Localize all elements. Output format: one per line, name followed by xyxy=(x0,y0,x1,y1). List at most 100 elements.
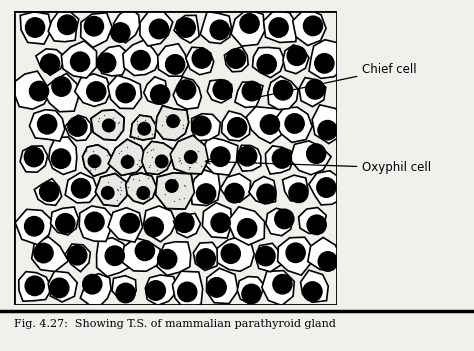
Circle shape xyxy=(105,246,124,265)
Polygon shape xyxy=(201,137,238,175)
Circle shape xyxy=(286,243,305,263)
Polygon shape xyxy=(82,145,114,176)
Polygon shape xyxy=(145,275,178,305)
Circle shape xyxy=(157,250,177,269)
Polygon shape xyxy=(157,242,191,276)
Circle shape xyxy=(192,49,211,68)
Circle shape xyxy=(242,81,262,101)
Circle shape xyxy=(97,53,116,73)
Polygon shape xyxy=(32,237,68,271)
Circle shape xyxy=(227,49,246,68)
Polygon shape xyxy=(108,208,143,242)
Polygon shape xyxy=(126,173,156,204)
Circle shape xyxy=(25,276,44,296)
Circle shape xyxy=(210,20,229,40)
Polygon shape xyxy=(191,170,220,205)
Circle shape xyxy=(102,119,115,132)
Polygon shape xyxy=(237,145,261,171)
Circle shape xyxy=(175,213,194,232)
Circle shape xyxy=(51,149,71,168)
Circle shape xyxy=(68,117,87,136)
Polygon shape xyxy=(112,276,136,301)
Polygon shape xyxy=(202,203,232,238)
Circle shape xyxy=(137,187,149,199)
Polygon shape xyxy=(155,173,194,209)
Polygon shape xyxy=(91,110,124,140)
Circle shape xyxy=(29,81,49,101)
Polygon shape xyxy=(140,11,173,46)
Polygon shape xyxy=(253,47,284,78)
Polygon shape xyxy=(308,237,341,270)
Polygon shape xyxy=(268,76,298,110)
Circle shape xyxy=(257,54,276,74)
Circle shape xyxy=(192,116,211,135)
Circle shape xyxy=(26,18,45,37)
Circle shape xyxy=(287,46,306,65)
Polygon shape xyxy=(34,179,62,205)
Polygon shape xyxy=(144,77,167,104)
Polygon shape xyxy=(186,47,214,75)
Circle shape xyxy=(116,283,135,303)
Polygon shape xyxy=(222,111,250,141)
Circle shape xyxy=(285,114,304,133)
Polygon shape xyxy=(299,78,326,107)
Polygon shape xyxy=(266,208,293,236)
Circle shape xyxy=(197,184,216,203)
Polygon shape xyxy=(170,135,208,174)
Circle shape xyxy=(178,282,197,302)
Polygon shape xyxy=(65,244,91,272)
Circle shape xyxy=(275,209,294,229)
Polygon shape xyxy=(95,173,127,206)
Circle shape xyxy=(257,184,276,204)
Polygon shape xyxy=(173,213,201,238)
Circle shape xyxy=(317,178,336,197)
Circle shape xyxy=(88,155,100,167)
Polygon shape xyxy=(309,40,346,78)
Circle shape xyxy=(237,219,257,238)
Circle shape xyxy=(165,55,185,74)
Polygon shape xyxy=(224,47,248,72)
Polygon shape xyxy=(173,271,203,310)
Polygon shape xyxy=(158,44,188,76)
Circle shape xyxy=(315,54,334,73)
Polygon shape xyxy=(207,80,232,103)
Circle shape xyxy=(273,274,292,294)
Polygon shape xyxy=(95,173,127,206)
Polygon shape xyxy=(155,106,189,140)
Polygon shape xyxy=(262,271,294,305)
Circle shape xyxy=(273,149,292,168)
Polygon shape xyxy=(79,206,113,241)
Polygon shape xyxy=(20,12,52,44)
Circle shape xyxy=(211,213,230,232)
Polygon shape xyxy=(65,115,91,141)
Circle shape xyxy=(40,54,60,73)
Circle shape xyxy=(84,16,103,36)
Circle shape xyxy=(144,217,164,237)
Polygon shape xyxy=(235,82,263,107)
Polygon shape xyxy=(290,141,331,175)
Circle shape xyxy=(307,144,326,164)
Circle shape xyxy=(289,183,308,203)
Circle shape xyxy=(25,217,44,236)
Circle shape xyxy=(146,281,165,300)
Polygon shape xyxy=(42,73,79,112)
Polygon shape xyxy=(98,46,128,76)
Polygon shape xyxy=(108,139,148,176)
Polygon shape xyxy=(20,146,48,172)
Polygon shape xyxy=(108,75,142,108)
Circle shape xyxy=(131,51,150,70)
Polygon shape xyxy=(29,110,65,141)
Circle shape xyxy=(318,120,337,140)
Circle shape xyxy=(225,183,244,203)
Circle shape xyxy=(58,15,77,34)
Polygon shape xyxy=(299,207,326,233)
Polygon shape xyxy=(36,49,66,75)
Polygon shape xyxy=(191,114,220,141)
Polygon shape xyxy=(207,268,238,304)
Polygon shape xyxy=(48,12,79,42)
Circle shape xyxy=(40,182,59,201)
Circle shape xyxy=(34,243,53,263)
Polygon shape xyxy=(130,115,156,140)
Polygon shape xyxy=(249,177,276,204)
Circle shape xyxy=(228,118,247,137)
